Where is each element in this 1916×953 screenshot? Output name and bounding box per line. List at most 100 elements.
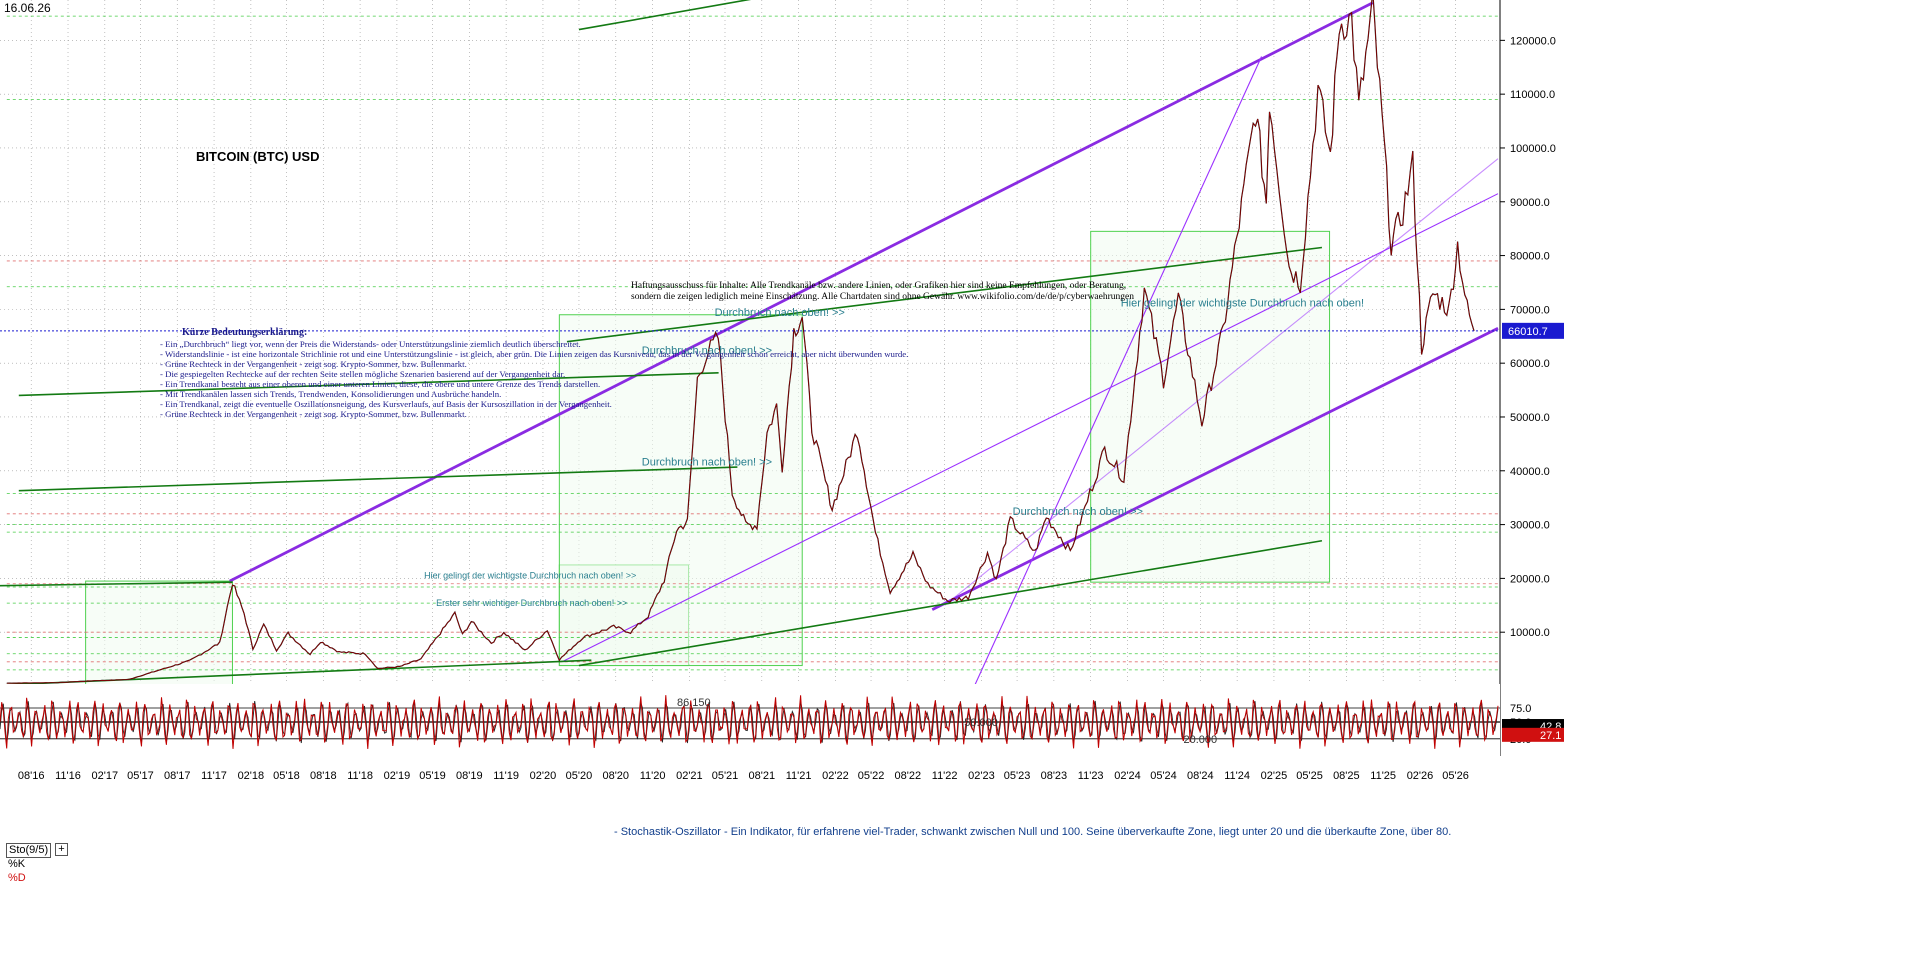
price-line xyxy=(6,0,1475,684)
y-tick-label: 90000.0 xyxy=(1510,197,1550,209)
x-tick-label: 02'23 xyxy=(968,770,995,782)
disclaimer-line: Haftungsausschuss für Inhalte: Alle Tren… xyxy=(631,281,1127,291)
trend-line xyxy=(18,466,738,492)
current-price-tag xyxy=(1502,322,1564,339)
trend-line xyxy=(561,193,1499,663)
bull-market-box xyxy=(558,314,803,667)
x-tick-label: 08'24 xyxy=(1187,770,1214,782)
add-indicator-button[interactable]: + xyxy=(55,843,68,856)
disclaimer: Haftungsausschuss für Inhalte: Alle Tren… xyxy=(631,281,1191,303)
y-tick-label: 110000.0 xyxy=(1510,89,1555,101)
bull-market-box xyxy=(85,580,233,686)
x-tick-label: 11'20 xyxy=(640,770,666,782)
x-tick-label: 11'21 xyxy=(786,770,812,782)
stoch-k-line xyxy=(0,695,1499,749)
stochastic-indicator-label[interactable]: Sto(9/5) xyxy=(6,843,52,858)
x-tick-label: 02'22 xyxy=(822,770,849,782)
y-tick-label: 70000.0 xyxy=(1510,304,1550,316)
legend-item: - Grüne Rechteck in der Vergangenheit - … xyxy=(160,409,467,419)
x-tick-label: 02'26 xyxy=(1407,770,1434,782)
x-tick-label: 08'21 xyxy=(749,770,776,782)
x-tick-label: 11'17 xyxy=(201,770,227,782)
legend-item: - Widerstandslinie - ist eine horizontal… xyxy=(160,349,909,359)
stoch-d-label: %D xyxy=(8,872,26,884)
legend-item: - Mit Trendkanälen lassen sich Trends, T… xyxy=(160,389,502,399)
x-tick-label: 02'18 xyxy=(238,770,265,782)
y-tick-label: 80000.0 xyxy=(1510,251,1550,263)
y-tick-label: 50000.0 xyxy=(1510,412,1550,424)
trend-line xyxy=(944,158,1499,606)
stoch-value-tag xyxy=(1502,727,1564,742)
bull-market-box xyxy=(1090,230,1331,583)
stoch-value-label: 27.1 xyxy=(1540,730,1561,742)
y-tick-label: 120000.0 xyxy=(1510,35,1556,47)
y-tick-label: 30000.0 xyxy=(1510,520,1550,532)
trend-line xyxy=(578,539,1323,667)
green-boxes xyxy=(85,230,1331,686)
current-price-label: 66010.7 xyxy=(1508,326,1548,338)
x-tick-label: 08'25 xyxy=(1333,770,1360,782)
x-tick-label: 02'20 xyxy=(530,770,557,782)
x-tick-label: 08'22 xyxy=(895,770,922,782)
stochastic-note: - Stochastik-Oszillator - Ein Indikator,… xyxy=(614,826,1452,838)
chart-title: BITCOIN (BTC) USD xyxy=(196,149,320,164)
x-tick-label: 02'24 xyxy=(1114,770,1141,782)
x-tick-label: 11'19 xyxy=(493,770,519,782)
x-tick-label: 05'23 xyxy=(1004,770,1031,782)
x-tick-label: 11'25 xyxy=(1370,770,1396,782)
breakout-annotation: Erster sehr wichtiger Durchbruch nach ob… xyxy=(436,598,627,608)
disclaimer-line: sondern die zeigen lediglich meine Einsc… xyxy=(631,292,1134,302)
breakout-annotation: Durchbruch nach oben! >> xyxy=(715,307,845,319)
x-tick-label: 05'20 xyxy=(566,770,593,782)
x-tick-label: 02'21 xyxy=(676,770,703,782)
breakout-annotation: Durchbruch nach oben! >> xyxy=(1013,506,1143,518)
x-tick-label: 05'21 xyxy=(712,770,739,782)
x-tick-label: 05'17 xyxy=(127,770,154,782)
y-tick-label: 20000.0 xyxy=(1510,573,1550,585)
breakout-annotation: Hier gelingt der wichtigste Durchbruch n… xyxy=(424,570,636,580)
y-tick-label: 10000.0 xyxy=(1510,627,1550,639)
breakout-annotation: Durchbruch nach oben! >> xyxy=(642,345,772,357)
trend-line xyxy=(578,0,752,31)
trend-line xyxy=(229,1,1374,583)
x-tick-label: 02'19 xyxy=(384,770,411,782)
breakout-annotation: Durchbruch nach oben! >> xyxy=(642,456,772,468)
x-tick-label: 11'16 xyxy=(55,770,81,782)
x-tick-label: 05'19 xyxy=(419,770,446,782)
legend-item: - Die gespiegelten Rechtecke auf der rec… xyxy=(160,369,566,379)
stoch-inline-label: 20.000 xyxy=(1184,734,1218,746)
x-tick-label: 11'24 xyxy=(1224,770,1250,782)
legend-item: - Grüne Rechteck in der Vergangenheit - … xyxy=(160,359,467,369)
date-stamp: 16.06.26 xyxy=(4,1,51,15)
trend-line xyxy=(0,581,233,587)
x-tick-label: 05'18 xyxy=(273,770,300,782)
stoch-inline-label: 86.150 xyxy=(677,697,711,709)
x-tick-label: 08'16 xyxy=(18,770,45,782)
x-tick-label: 08'23 xyxy=(1041,770,1068,782)
x-tick-label: 08'17 xyxy=(164,770,191,782)
price-series xyxy=(6,0,1475,684)
y-tick-label: 60000.0 xyxy=(1510,358,1550,370)
x-tick-label: 08'19 xyxy=(456,770,483,782)
x-tick-label: 05'22 xyxy=(858,770,885,782)
trend-line xyxy=(18,372,719,397)
legend-item: - Ein „Durchbruch“ liegt vor, wenn der P… xyxy=(160,339,581,349)
x-tick-label: 05'24 xyxy=(1150,770,1177,782)
trend-line xyxy=(566,246,1323,343)
x-tick-label: 05'25 xyxy=(1296,770,1323,782)
x-tick-label: 08'18 xyxy=(310,770,337,782)
x-tick-label: 02'17 xyxy=(92,770,119,782)
x-tick-label: 05'26 xyxy=(1442,770,1469,782)
trend-line xyxy=(974,56,1263,686)
x-tick-label: 11'18 xyxy=(347,770,373,782)
x-tick-label: 02'25 xyxy=(1261,770,1288,782)
stoch-level-label: 75.0 xyxy=(1510,703,1531,715)
annotations: Durchbruch nach oben! >> Durchbruch nach … xyxy=(424,298,1364,608)
legend-title: Kürze Bedeutungserklärung: xyxy=(182,327,308,338)
breakout-annotation: Hier gelingt der wichtigste Durchbruch n… xyxy=(1121,298,1364,310)
x-tick-label: 11'23 xyxy=(1078,770,1104,782)
legend-item: - Ein Trendkanal, zeigt die eventuelle O… xyxy=(160,399,612,409)
axes: 08'16 11'16 02'17 05'17 08'17 11'17 02'18 05'18… xyxy=(0,0,1564,782)
